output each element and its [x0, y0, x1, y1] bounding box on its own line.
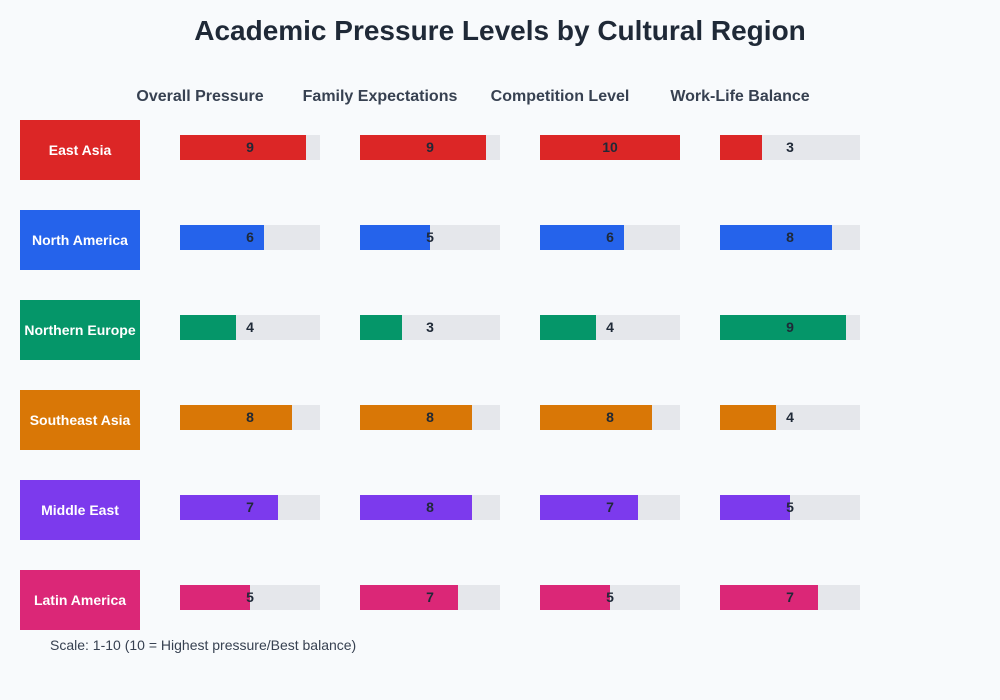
bar [180, 585, 250, 610]
bar-value-label: 7 [426, 589, 434, 605]
bar [540, 405, 652, 430]
region-row: Northern Europe 4 3 4 9 [20, 300, 860, 360]
region-row: Latin America 5 7 5 7 [20, 570, 860, 630]
region-label: Northern Europe [24, 322, 135, 338]
bar [360, 585, 458, 610]
bar-value-label: 3 [426, 319, 434, 335]
bar [540, 225, 624, 250]
metric-header: Competition Level [491, 88, 630, 105]
bar [540, 135, 680, 160]
bar-value-label: 8 [606, 409, 614, 425]
bar-value-label: 8 [246, 409, 254, 425]
region-row: East Asia 9 9 10 3 [20, 120, 860, 180]
bar-value-label: 6 [246, 229, 254, 245]
bar [720, 225, 832, 250]
bar [180, 135, 306, 160]
bar [180, 495, 278, 520]
bar [360, 135, 486, 160]
bar-value-label: 4 [246, 319, 254, 335]
bar-value-label: 8 [426, 499, 434, 515]
region-label-box [20, 120, 140, 180]
bar-value-label: 5 [246, 589, 254, 605]
bar-value-label: 8 [786, 229, 794, 245]
metric-header: Family Expectations [303, 88, 458, 105]
bar-value-label: 5 [786, 499, 794, 515]
bar-value-label: 7 [246, 499, 254, 515]
bar [180, 405, 292, 430]
region-label: Southeast Asia [30, 412, 131, 428]
region-row: Middle East 7 8 7 5 [20, 480, 860, 540]
metric-header: Work-Life Balance [670, 88, 809, 105]
bar [720, 585, 818, 610]
bar [540, 315, 596, 340]
bar-value-label: 4 [606, 319, 614, 335]
bar-value-label: 9 [426, 139, 434, 155]
chart-title: Academic Pressure Levels by Cultural Reg… [194, 15, 806, 46]
bar-value-label: 6 [606, 229, 614, 245]
region-label-box [20, 480, 140, 540]
bar-value-label: 5 [606, 589, 614, 605]
scale-note: Scale: 1-10 (10 = Highest pressure/Best … [50, 637, 356, 653]
metric-header: Overall Pressure [136, 88, 263, 105]
region-label: Middle East [41, 502, 119, 518]
bar-value-label: 7 [786, 589, 794, 605]
bar [540, 585, 610, 610]
bar [720, 135, 762, 160]
region-label-box [20, 210, 140, 270]
bar [360, 315, 402, 340]
bar [720, 315, 846, 340]
bar [720, 405, 776, 430]
bar [540, 495, 638, 520]
region-label-box [20, 300, 140, 360]
bar [360, 405, 472, 430]
bar-value-label: 4 [786, 409, 794, 425]
bar [180, 315, 236, 340]
region-row: North America 6 5 6 8 [20, 210, 860, 270]
bar-value-label: 9 [786, 319, 794, 335]
region-row: Southeast Asia 8 8 8 4 [20, 390, 860, 450]
bar-value-label: 8 [426, 409, 434, 425]
bar [360, 495, 472, 520]
bar-value-label: 3 [786, 139, 794, 155]
bar [720, 495, 790, 520]
bar-value-label: 9 [246, 139, 254, 155]
bar-value-label: 7 [606, 499, 614, 515]
bar-value-label: 5 [426, 229, 434, 245]
region-label-box [20, 390, 140, 450]
bar [360, 225, 430, 250]
bar-value-label: 10 [602, 139, 618, 155]
region-label: Latin America [34, 592, 126, 608]
region-label-box [20, 570, 140, 630]
region-label: North America [32, 232, 128, 248]
bar [180, 225, 264, 250]
region-label: East Asia [49, 142, 112, 158]
